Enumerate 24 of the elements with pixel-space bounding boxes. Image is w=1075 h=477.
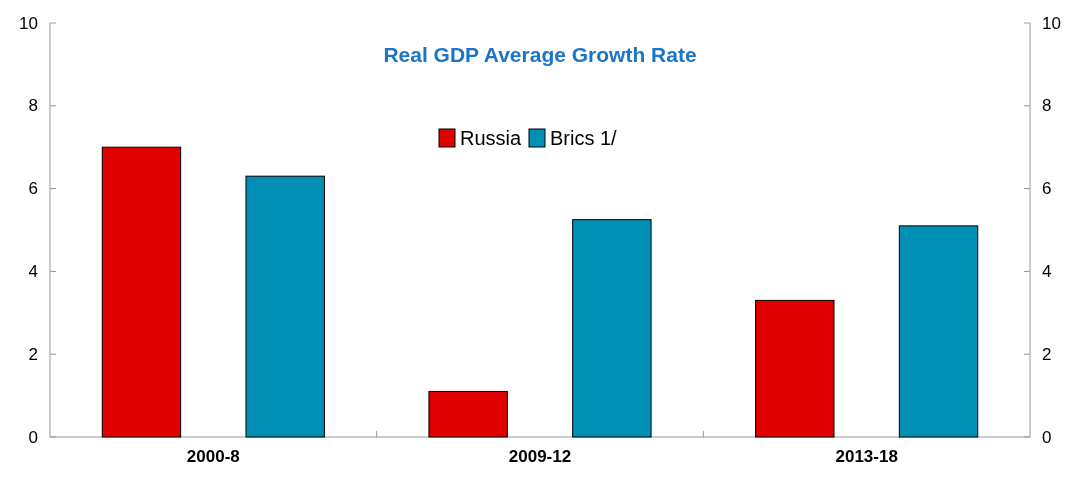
y2-tick-label: 8 — [1042, 96, 1052, 116]
legend-label: Russia — [460, 127, 523, 149]
y-tick-label: 0 — [28, 427, 38, 447]
legend-label: Brics 1/ — [550, 127, 618, 149]
y2-tick-label: 4 — [1042, 261, 1052, 281]
bar — [898, 225, 979, 438]
bar — [101, 146, 182, 438]
bar — [572, 219, 652, 438]
y-tick-label: 6 — [28, 179, 38, 199]
y-tick-label: 4 — [28, 261, 38, 281]
bar — [755, 299, 835, 438]
y-tick-label: 10 — [19, 13, 38, 33]
bar — [428, 390, 508, 438]
x-tick-label: 2000-8 — [186, 447, 240, 466]
x-tick-label: 2013-18 — [835, 447, 898, 466]
y2-tick-label: 10 — [1042, 13, 1061, 33]
text: Real GDP Average Growth Rate — [383, 43, 697, 66]
x-tick-label: 2009-12 — [508, 447, 572, 466]
y2-tick-label: 6 — [1042, 179, 1052, 199]
y-tick-label: 8 — [28, 96, 38, 116]
y2-tick-label: 2 — [1042, 344, 1052, 364]
y-tick-label: 2 — [28, 344, 38, 364]
bar — [245, 175, 325, 438]
y2-tick-label: 0 — [1042, 427, 1052, 447]
